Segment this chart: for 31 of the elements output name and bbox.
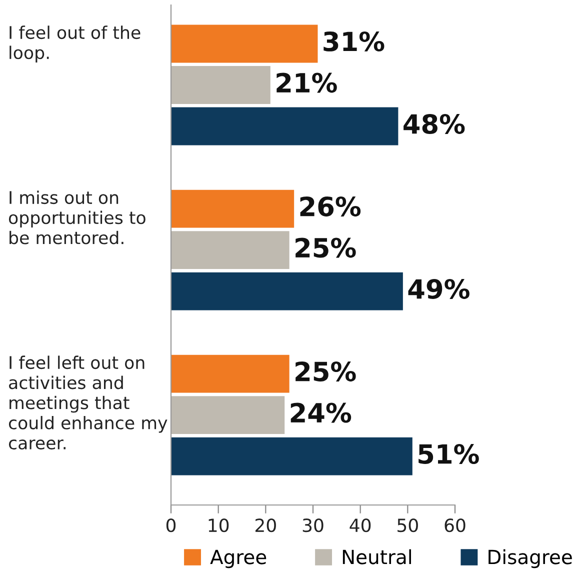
- bar: [171, 24, 318, 63]
- x-tick-label: 30: [302, 518, 324, 532]
- data-label: 51%: [418, 444, 479, 464]
- bar: [171, 437, 412, 476]
- data-label: 24%: [290, 402, 352, 423]
- legend-label: Neutral: [342, 549, 411, 564]
- data-label: 25%: [296, 238, 356, 258]
- data-label: 48%: [404, 114, 465, 134]
- y-tick-label: I feel out of the loop.: [10, 26, 140, 63]
- bar: [171, 66, 270, 104]
- legend-label: Agree: [210, 550, 266, 568]
- data-label: 49%: [408, 279, 470, 299]
- bar: [171, 190, 294, 228]
- bar: [171, 107, 398, 146]
- y-tick-label: I feel left out on activities and meetings that could enhance my career.: [8, 356, 168, 450]
- y-tick-label: I miss out on opportunities to be mentored.: [8, 190, 146, 244]
- x-tick-label: 10: [208, 518, 229, 532]
- x-tick-label: 20: [256, 518, 276, 532]
- bar: [171, 354, 290, 393]
- x-tick-label: 0: [166, 518, 176, 532]
- bar: [171, 231, 290, 270]
- bar: [171, 396, 285, 434]
- x-tick-label: 40: [350, 518, 371, 532]
- data-label: 31%: [324, 31, 384, 52]
- bar: [171, 272, 403, 310]
- x-tick-label: 60: [444, 518, 466, 532]
- data-label: 26%: [300, 196, 361, 216]
- legend-label: Disagree: [488, 549, 572, 568]
- x-tick-label: 50: [398, 518, 418, 532]
- data-label: 21%: [276, 72, 337, 93]
- data-label: 25%: [296, 362, 356, 382]
